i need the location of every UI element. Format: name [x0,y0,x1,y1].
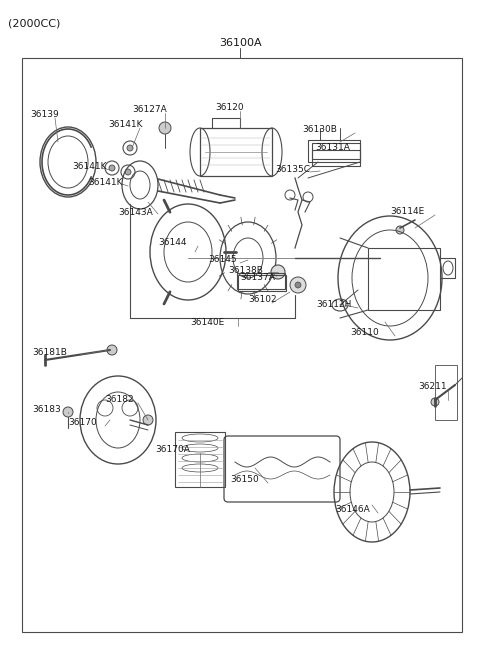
Text: 36112H: 36112H [316,300,351,309]
Text: 36140E: 36140E [190,318,224,327]
Bar [22,58,462,632]
Ellipse shape [107,345,117,355]
Ellipse shape [396,226,404,234]
Text: 36138B: 36138B [228,266,263,275]
Ellipse shape [290,277,306,293]
Bar [237,273,285,289]
Bar [435,365,457,420]
Text: 36181B: 36181B [32,348,67,357]
Text: 36127A: 36127A [132,105,167,114]
Text: 36139: 36139 [30,110,59,119]
Text: 36170: 36170 [68,418,97,427]
Text: 36114E: 36114E [390,207,424,216]
Text: 36102: 36102 [248,295,276,304]
Ellipse shape [109,165,115,171]
Text: (2000CC): (2000CC) [8,18,60,28]
Ellipse shape [63,407,73,417]
Text: 36144: 36144 [158,238,187,247]
Bar [200,128,272,176]
Text: 36211: 36211 [418,382,446,391]
Ellipse shape [127,145,133,151]
Text: 36120: 36120 [215,103,244,112]
Text: 36141K: 36141K [88,178,122,187]
Text: 36146A: 36146A [335,505,370,514]
Text: 36141K: 36141K [72,162,107,171]
Text: 36183: 36183 [32,405,61,414]
Text: 36100A: 36100A [219,38,261,48]
Text: 36137A: 36137A [240,273,275,282]
Text: 36110: 36110 [350,328,379,337]
Ellipse shape [143,415,153,425]
Text: 36130B: 36130B [302,125,337,134]
Bar [175,432,225,487]
Text: 36150: 36150 [230,475,259,484]
Bar [368,248,440,310]
Text: 36141K: 36141K [108,120,143,129]
Text: 36143A: 36143A [118,208,153,217]
Ellipse shape [295,282,301,288]
Bar [312,150,360,166]
Text: 36170A: 36170A [155,445,190,454]
Bar [312,143,360,159]
Text: 36131A: 36131A [315,143,350,152]
Text: 36135C: 36135C [275,165,310,174]
Ellipse shape [125,169,131,175]
Text: 36145: 36145 [208,255,237,264]
Text: 36182: 36182 [105,395,133,404]
Ellipse shape [159,122,171,134]
Ellipse shape [271,265,285,279]
Bar [238,275,286,291]
Bar [308,140,360,162]
Ellipse shape [431,398,439,406]
